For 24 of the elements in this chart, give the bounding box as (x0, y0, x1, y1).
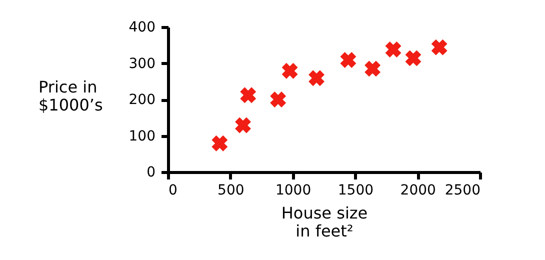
point (385, 41, 402, 58)
y-tick-label: 300 (128, 56, 156, 72)
x-tick-label: 2000 (400, 182, 436, 198)
x-axis-title: House size in feet² (281, 204, 368, 240)
point (340, 52, 356, 68)
point (308, 70, 324, 86)
y-tick-label: 200 (128, 92, 156, 108)
y-axis-title: Price in $1000’s (38, 78, 103, 114)
point (270, 92, 286, 108)
x-tick-label: 500 (218, 182, 244, 198)
x-tick-label: 1000 (275, 182, 312, 198)
x-tick-label: 0 (168, 182, 178, 198)
y-tick-label: 100 (128, 128, 156, 144)
point (364, 60, 381, 77)
point (431, 39, 448, 56)
x-tick-label: 2500 (444, 182, 480, 198)
point (235, 117, 251, 134)
y-tick-label: 400 (128, 20, 156, 36)
point (212, 135, 228, 152)
point (282, 62, 298, 79)
x-tick-label: 1500 (338, 182, 374, 198)
point (405, 50, 422, 66)
point (240, 87, 256, 104)
y-tick-label: 0 (146, 164, 156, 180)
